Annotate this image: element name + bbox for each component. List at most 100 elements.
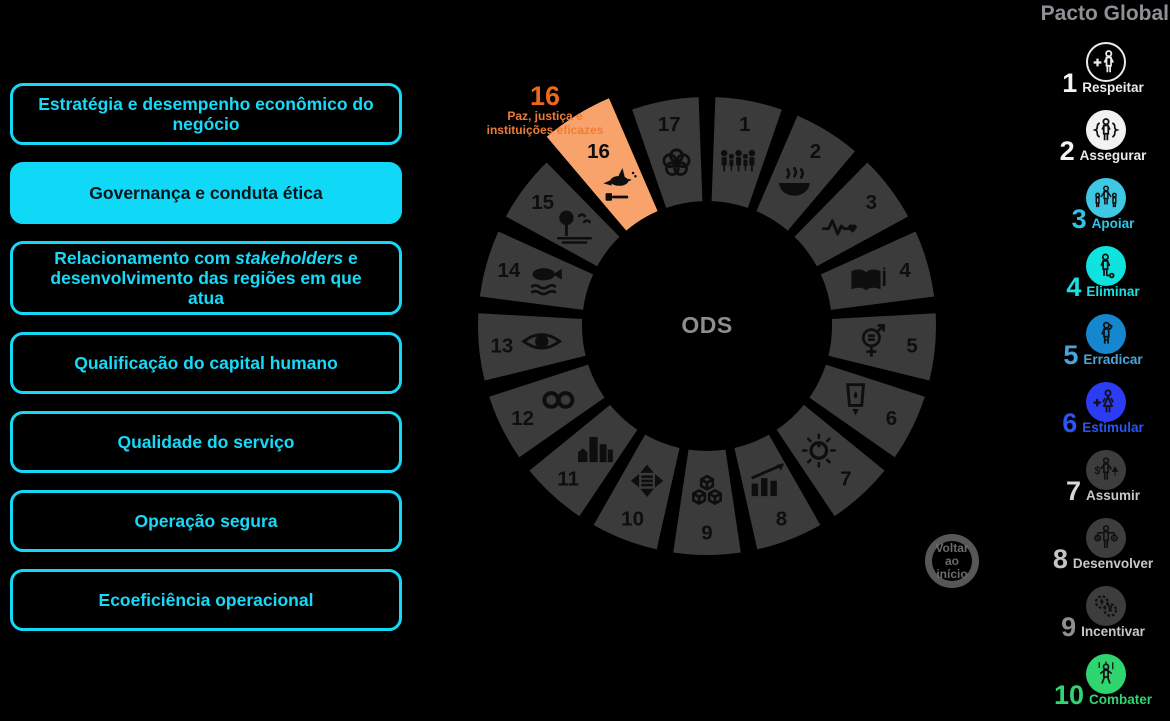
open-book-icon <box>851 266 886 291</box>
ods-segment-2[interactable]: 2 <box>756 115 855 231</box>
menu-topic-label: Relacionamento com stakeholders e desenv… <box>50 248 362 308</box>
ods-segment-shape[interactable] <box>734 434 821 550</box>
flower-rings-icon <box>662 148 691 176</box>
woman-plus-circle[interactable] <box>1086 382 1126 422</box>
pacto-principle-number: 5 <box>1063 340 1079 370</box>
ods-segment-shape[interactable] <box>489 364 605 458</box>
pacto-principle-10[interactable]: 10 Combater <box>1036 653 1170 721</box>
person-balance-circle[interactable]: $ <box>1086 518 1126 558</box>
pacto-principle-2[interactable]: 2 Assegurar <box>1036 109 1170 177</box>
person-braces-icon <box>1092 118 1120 141</box>
ods-segment-number: 12 <box>511 407 534 430</box>
ods-segment-6[interactable]: 6 <box>809 364 925 458</box>
ods-segment-number: 10 <box>621 507 644 530</box>
ods-segment-shape[interactable] <box>809 364 925 458</box>
ods-segment-15[interactable]: 15 <box>505 162 620 267</box>
pacto-principle-number: 2 <box>1059 136 1075 166</box>
pacto-principle-label: Respeitar <box>1082 80 1144 95</box>
pacto-principle-number: 4 <box>1066 272 1082 302</box>
ods-segment-shape[interactable] <box>593 434 680 550</box>
ods-segment-11[interactable]: 11 <box>529 404 638 517</box>
ods-segment-number: 14 <box>497 259 520 282</box>
menu-topic-label: Governança e conduta ética <box>89 183 323 203</box>
pacto-principle-7[interactable]: $7 Assumir <box>1036 449 1170 517</box>
menu-topic-button-2[interactable]: Governança e conduta ética <box>10 162 402 224</box>
ods-segment-shape[interactable] <box>776 404 885 517</box>
ods-segment-3[interactable]: 3 <box>794 162 909 267</box>
menu-topic-label: Qualidade do serviço <box>117 432 295 452</box>
pacto-principle-6[interactable]: 6 Estimular <box>1036 381 1170 449</box>
pacto-principle-4[interactable]: 4 Eliminar <box>1036 245 1170 313</box>
pacto-global-title: Pacto Global <box>1040 2 1169 25</box>
ods-segment-4[interactable]: 4 <box>820 231 935 310</box>
ods-segment-shape[interactable] <box>711 97 782 208</box>
person-dollar-tree-circle[interactable]: $ <box>1086 450 1126 490</box>
ods-segment-9[interactable]: 9 <box>673 449 741 555</box>
family-people-icon <box>720 149 756 172</box>
ods-segment-shape[interactable] <box>673 449 741 555</box>
ods-segment-5[interactable]: 5 <box>828 313 936 381</box>
ods-segment-shape[interactable] <box>546 98 658 231</box>
pacto-principle-3[interactable]: 3 Apoiar <box>1036 177 1170 245</box>
ods-segment-shape[interactable] <box>632 97 703 208</box>
pacto-principle-label: Assumir <box>1086 488 1141 503</box>
svg-text:$: $ <box>1095 465 1101 477</box>
pacto-principle-label: Apoiar <box>1091 216 1135 231</box>
ods-segment-shape[interactable] <box>756 115 855 231</box>
ods-segment-number: 2 <box>810 140 821 163</box>
ods-segment-7[interactable]: 7 <box>776 404 885 517</box>
gears-circle[interactable] <box>1086 586 1126 626</box>
pacto-principle-number: 3 <box>1071 204 1087 234</box>
ods-segment-number: 1 <box>739 113 750 136</box>
back-to-start-button[interactable]: Voltar ao início <box>925 534 979 588</box>
pacto-principle-5[interactable]: 5 Erradicar <box>1036 313 1170 381</box>
ods-segment-12[interactable]: 12 <box>489 364 605 458</box>
pacto-principle-label: Eliminar <box>1086 284 1140 299</box>
menu-topic-button-3[interactable]: Relacionamento com stakeholders e desenv… <box>10 241 402 315</box>
menu-topic-button-1[interactable]: Estratégia e desempenho econômico do neg… <box>10 83 402 145</box>
topics-menu: Estratégia e desempenho econômico do neg… <box>10 83 402 631</box>
heartbeat-icon <box>822 219 857 236</box>
menu-topic-label: Ecoeficiência operacional <box>98 590 314 610</box>
pacto-principle-number: 8 <box>1052 544 1068 574</box>
ods-segment-number: 15 <box>531 191 554 214</box>
ods-segment-8[interactable]: 8 <box>734 434 821 550</box>
ods-segment-shape[interactable] <box>794 162 909 267</box>
pacto-principle-number: 7 <box>1065 476 1081 506</box>
person-wiping-circle[interactable] <box>1086 314 1126 354</box>
person-plus-circle[interactable] <box>1086 42 1126 82</box>
menu-topic-label: Estratégia e desempenho econômico do neg… <box>38 94 374 134</box>
person-braces-circle[interactable] <box>1086 110 1126 150</box>
ods-segment-shape[interactable] <box>828 313 936 381</box>
pacto-principle-label: Assegurar <box>1079 148 1147 163</box>
svg-text:$: $ <box>1096 535 1100 542</box>
growth-chart-icon <box>751 463 785 497</box>
menu-topic-label: Qualificação do capital humano <box>74 353 338 373</box>
marionette-person-circle[interactable] <box>1086 654 1126 694</box>
wheel-center-label: ODS <box>681 312 733 338</box>
ods-segment-14[interactable]: 14 <box>479 231 594 310</box>
ods-segment-number: 3 <box>866 191 877 214</box>
menu-topic-label: Operação segura <box>134 511 278 531</box>
person-chain-circle[interactable] <box>1086 246 1126 286</box>
menu-topic-button-7[interactable]: Ecoeficiência operacional <box>10 569 402 631</box>
pacto-principle-8[interactable]: $8 Desenvolver <box>1036 517 1170 585</box>
ods-segment-17[interactable]: 17 <box>632 97 703 208</box>
ods-segment-10[interactable]: 10 <box>593 434 680 550</box>
ods-segment-1[interactable]: 1 <box>711 97 782 208</box>
ods-segment-13[interactable]: 13 <box>478 313 586 381</box>
ods-segment-16[interactable]: 16 <box>546 98 658 231</box>
infinity-loop-icon <box>542 391 575 409</box>
people-group-circle[interactable] <box>1086 178 1126 218</box>
pacto-principle-number: 10 <box>1053 680 1085 710</box>
pacto-principle-9[interactable]: 9 Incentivar <box>1036 585 1170 653</box>
person-plus-icon <box>1093 50 1114 73</box>
menu-topic-button-6[interactable]: Operação segura <box>10 490 402 552</box>
fish-waves-icon <box>530 268 562 296</box>
pacto-principle-1[interactable]: 1 Respeitar <box>1036 41 1170 109</box>
pacto-principle-number: 6 <box>1062 408 1078 438</box>
menu-topic-button-4[interactable]: Qualificação do capital humano <box>10 332 402 394</box>
menu-topic-button-5[interactable]: Qualidade do serviço <box>10 411 402 473</box>
ods-segment-number: 8 <box>776 507 787 530</box>
